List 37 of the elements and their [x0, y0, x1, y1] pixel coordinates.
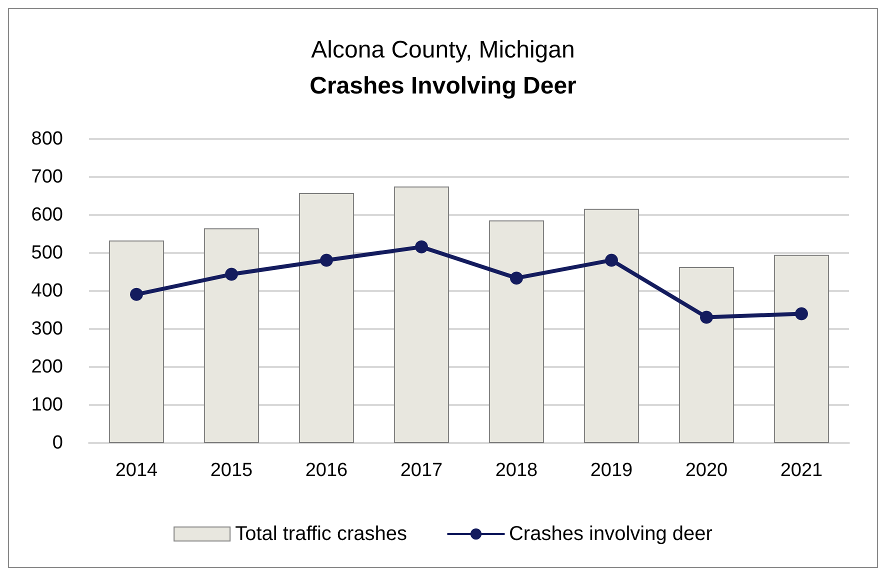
y-tick-label: 400: [31, 280, 63, 302]
point: [320, 254, 333, 267]
chart-title: Alcona County, Michigan: [311, 36, 575, 64]
point: [795, 307, 808, 320]
point: [605, 254, 618, 267]
x-tick-label: 2017: [400, 460, 443, 481]
y-tick-label: 100: [31, 394, 63, 416]
y-tick-label: 800: [31, 128, 63, 150]
point: [510, 272, 523, 285]
chart-subtitle: Crashes Involving Deer: [310, 72, 576, 100]
legend-label: Total traffic crashes: [235, 523, 408, 545]
legend-label: Crashes involving deer: [508, 523, 713, 545]
bar: [678, 267, 734, 443]
x-tick-label: 2020: [685, 460, 728, 481]
y-tick-label: 0: [52, 432, 63, 454]
point: [225, 268, 238, 281]
bar: [774, 254, 830, 443]
y-tick-label: 200: [31, 356, 63, 378]
bar: [488, 220, 544, 443]
x-tick-label: 2019: [590, 460, 633, 481]
y-tick-label: 300: [31, 318, 63, 340]
x-tick-label: 2016: [305, 460, 348, 481]
x-tick-label: 2015: [210, 460, 253, 481]
point: [415, 240, 428, 254]
x-tick-label: 2018: [495, 460, 538, 481]
bar: [204, 228, 260, 443]
y-tick-label: 600: [31, 204, 63, 226]
y-tick-label: 500: [31, 242, 63, 264]
x-tick-label: 2014: [115, 460, 158, 481]
bar: [394, 186, 450, 443]
bar: [108, 240, 164, 443]
bar: [298, 192, 354, 443]
point: [700, 310, 713, 324]
x-tick-label: 2021: [780, 460, 823, 481]
point: [130, 288, 143, 301]
bar: [584, 208, 640, 443]
y-tick-label: 700: [31, 166, 63, 188]
